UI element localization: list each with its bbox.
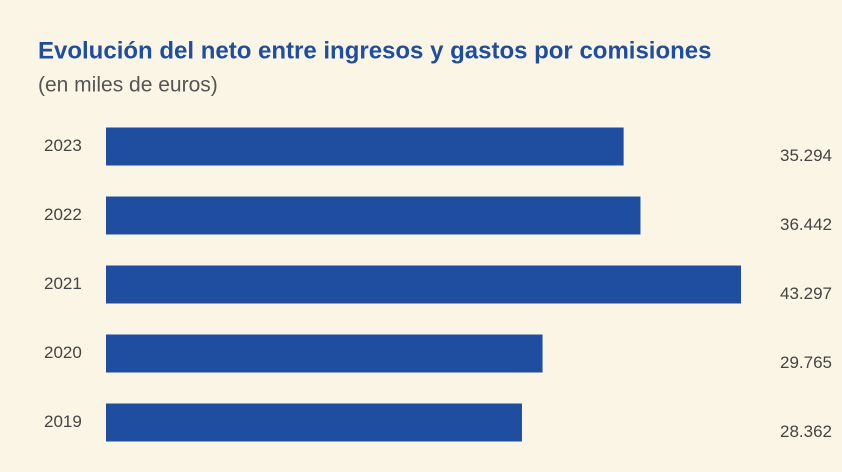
- bar: [106, 127, 624, 166]
- chart-subtitle: (en miles de euros): [38, 74, 218, 97]
- value-label: 28.362: [780, 422, 832, 441]
- value-label: 29.765: [780, 353, 832, 372]
- bar: [106, 403, 522, 442]
- bar: [106, 265, 741, 304]
- value-label: 43.297: [780, 284, 832, 303]
- category-label: 2023: [44, 136, 82, 155]
- chart-title: Evolución del neto entre ingresos y gast…: [38, 37, 712, 64]
- bar: [106, 334, 543, 373]
- category-label: 2019: [44, 412, 82, 431]
- bar: [106, 196, 641, 235]
- category-label: 2020: [44, 343, 82, 362]
- category-label: 2021: [44, 274, 82, 293]
- value-label: 35.294: [780, 146, 832, 165]
- category-label: 2022: [44, 205, 82, 224]
- value-label: 36.442: [780, 215, 832, 234]
